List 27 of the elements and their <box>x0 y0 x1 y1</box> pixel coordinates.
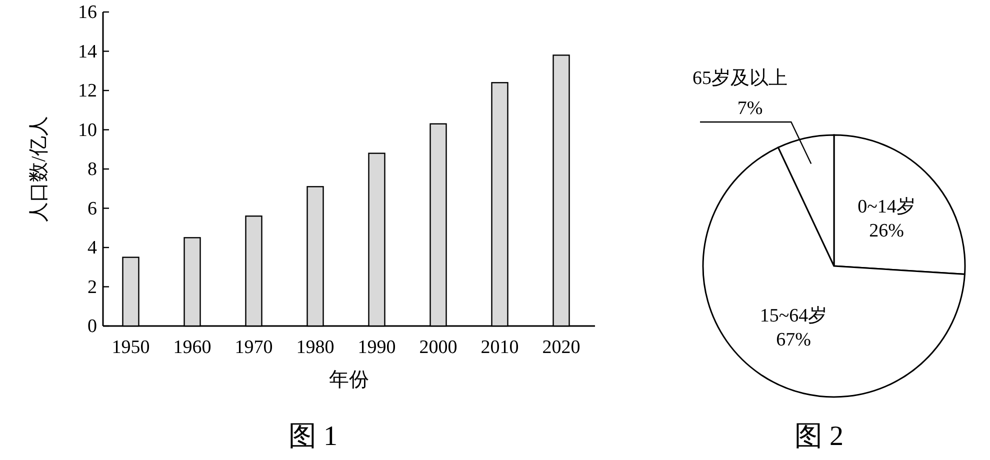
y-tick-label: 4 <box>88 238 98 258</box>
y-tick-label: 8 <box>88 159 97 180</box>
x-tick-label: 1960 <box>173 337 212 358</box>
slice-label: 65岁及以上 <box>692 68 788 89</box>
y-tick-label: 12 <box>78 80 97 102</box>
x-tick-label: 1970 <box>234 337 273 358</box>
x-tick-label: 1990 <box>358 337 396 358</box>
data-label: 7% <box>737 98 763 119</box>
slice-label: 15~64岁 <box>760 306 828 327</box>
y-tick-label: 16 <box>78 2 97 23</box>
slice-label: 0~14岁 <box>858 196 916 218</box>
x-tick-label: 2020 <box>542 337 580 358</box>
x-tick-label: 2000 <box>419 337 458 358</box>
y-tick-label: 10 <box>78 120 97 141</box>
y-tick-label: 6 <box>88 198 97 220</box>
x-tick-label: 1950 <box>112 337 150 358</box>
y-tick-label: 2 <box>88 276 97 298</box>
caption: 图 1 <box>288 421 338 452</box>
data-label: 26% <box>869 220 904 242</box>
x-tick-label: 1980 <box>296 337 334 358</box>
x-tick-label: 2010 <box>480 337 519 358</box>
x-axis-title: 年份 <box>329 369 369 391</box>
y-tick-label: 0 <box>88 316 97 337</box>
y-axis-title: 人口数/亿人 <box>28 116 50 222</box>
y-tick-label: 14 <box>78 41 98 62</box>
data-label: 67% <box>776 330 812 351</box>
caption: 图 2 <box>794 421 844 452</box>
